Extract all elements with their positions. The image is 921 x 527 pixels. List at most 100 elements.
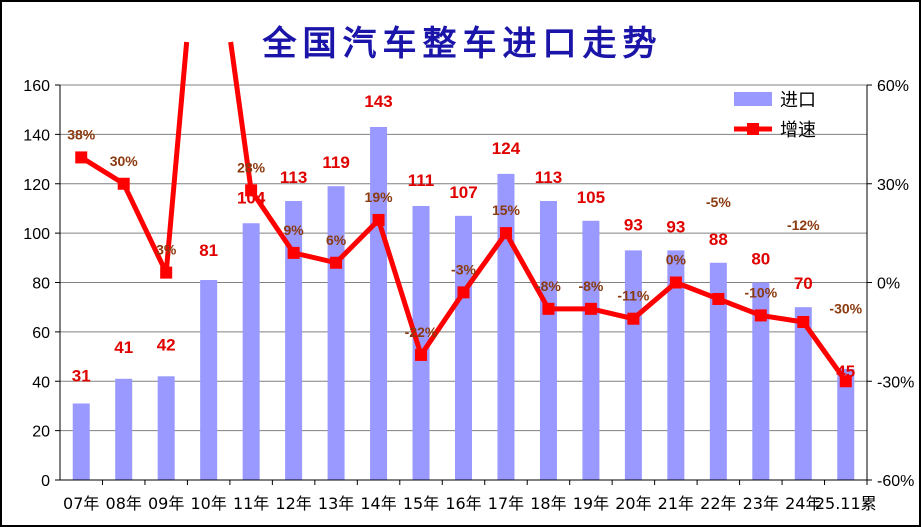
x-tick-label: 24年: [785, 494, 821, 513]
growth-line: [79, 41, 190, 276]
legend-marker-growth: [747, 123, 759, 135]
legend-label-growth: 增速: [780, 120, 816, 141]
growth-marker: [669, 276, 682, 289]
y-left-tick-label: 80: [32, 276, 50, 293]
growth-value-label: 6%: [326, 232, 347, 248]
growth-marker: [797, 316, 810, 328]
x-tick-label: 07年: [63, 494, 99, 513]
bar-value-label: 80: [751, 250, 770, 269]
x-tick-label: 16年: [445, 494, 481, 513]
y-right-tick-label: -30%: [877, 374, 914, 391]
growth-marker: [160, 266, 173, 279]
growth-value-label: -22%: [405, 324, 438, 340]
bar: [72, 403, 90, 480]
x-tick-label: 18年: [530, 494, 566, 513]
bar: [794, 307, 812, 480]
bar-series: [72, 126, 855, 480]
bar: [157, 376, 175, 480]
y-left-tick-label: 0: [41, 473, 50, 490]
bar-value-label: 105: [577, 188, 605, 207]
growth-value-label: 15%: [492, 202, 521, 218]
growth-value-label: 3%: [156, 242, 177, 258]
y-left-tick-label: 20: [32, 424, 50, 441]
growth-value-label: 30%: [110, 153, 139, 169]
growth-marker: [839, 375, 852, 388]
bar-value-label: 81: [199, 241, 218, 260]
y-right-tick-label: -60%: [877, 473, 914, 490]
bar: [752, 282, 770, 480]
bar: [667, 250, 685, 480]
bar: [242, 223, 260, 480]
x-tick-label: 20年: [615, 494, 651, 513]
growth-marker: [245, 184, 258, 197]
bar: [200, 280, 218, 480]
growth-marker: [542, 302, 555, 315]
chart-title: 全国汽车整车进口走势: [262, 24, 663, 64]
bar: [327, 186, 345, 480]
y-left-tick-label: 120: [23, 177, 50, 194]
bar: [709, 262, 727, 480]
growth-marker: [457, 286, 470, 299]
bar-value-label: 31: [72, 366, 91, 385]
growth-marker: [584, 302, 597, 315]
growth-marker: [712, 292, 725, 305]
bar-value-label: 124: [492, 139, 521, 158]
line-value-labels: 38% 30% 3% 28% 9% 6% 19% -22% -3% 15% -8% -8% -11% 0%…: [67, 126, 862, 339]
growth-value-label: -8%: [536, 278, 561, 294]
y-left-tick-label: 60: [32, 325, 50, 342]
bar: [624, 250, 642, 480]
x-tick-label: 21年: [658, 494, 694, 513]
x-tick-label: 11年: [233, 494, 269, 513]
bar: [115, 378, 133, 480]
growth-marker: [75, 151, 88, 164]
bar-value-label: 93: [666, 217, 685, 236]
growth-value-label: -3%: [451, 261, 476, 277]
growth-value-label: -11%: [617, 288, 649, 304]
x-tick-label: 19年: [573, 494, 609, 513]
line-series: [75, 41, 852, 388]
x-tick-label: 14年: [360, 494, 396, 513]
x-tick-label: 08年: [106, 494, 142, 513]
bar-value-label: 41: [114, 338, 133, 357]
y-right-tick-label: 30%: [877, 177, 909, 194]
bar-value-label: 119: [322, 153, 349, 172]
x-tick-label: 09年: [148, 494, 184, 513]
growth-marker: [499, 227, 512, 240]
bar: [285, 201, 303, 480]
growth-marker: [330, 256, 343, 269]
axes: 0 20 40 60 80 100 120 140 160 -60% -30% 0% 30% 60% 07年…: [23, 78, 914, 513]
bar-value-label: 113: [280, 168, 307, 187]
growth-value-label: 9%: [283, 222, 304, 238]
bar: [582, 220, 600, 480]
bar-value-label: 143: [364, 92, 392, 111]
x-tick-label: 23年: [743, 494, 779, 513]
growth-marker: [117, 177, 130, 190]
growth-value-label: 19%: [365, 189, 394, 205]
growth-value-label: -5%: [706, 194, 731, 210]
bar-value-label: 93: [624, 215, 643, 234]
bar-value-label: 42: [157, 335, 176, 354]
x-tick-label: 22年: [700, 494, 736, 513]
growth-value-label: 38%: [67, 126, 96, 142]
bar-value-label: 111: [408, 171, 435, 190]
growth-marker: [287, 246, 300, 259]
growth-marker: [372, 213, 385, 226]
x-tick-label: 13年: [318, 494, 354, 513]
x-tick-label: 25.11累: [815, 494, 877, 513]
y-right-tick-label: 60%: [877, 78, 909, 95]
growth-value-label: 28%: [237, 159, 266, 175]
growth-value-label: -8%: [578, 278, 603, 294]
x-tick-label: 15年: [403, 494, 439, 513]
x-tick-label: 12年: [275, 494, 311, 513]
growth-marker: [627, 312, 640, 325]
bar: [539, 201, 557, 480]
y-left-tick-label: 100: [23, 226, 50, 243]
growth-value-label: -30%: [829, 300, 862, 316]
growth-marker: [754, 309, 767, 322]
bar: [455, 215, 472, 480]
y-left-tick-label: 140: [23, 127, 50, 144]
